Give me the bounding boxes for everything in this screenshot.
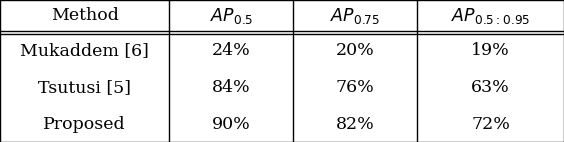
Text: $AP_{0.75}$: $AP_{0.75}$ [330, 6, 381, 26]
Text: 19%: 19% [472, 42, 510, 59]
Text: 20%: 20% [336, 42, 374, 59]
Text: 72%: 72% [472, 116, 510, 133]
Text: $AP_{0.5}$: $AP_{0.5}$ [210, 6, 253, 26]
Text: Mukaddem [6]: Mukaddem [6] [20, 42, 149, 59]
Text: Tsutusi [5]: Tsutusi [5] [38, 79, 131, 96]
Text: 90%: 90% [212, 116, 250, 133]
Text: Method: Method [51, 7, 118, 24]
Text: 63%: 63% [472, 79, 510, 96]
Text: $AP_{0.5:0.95}$: $AP_{0.5:0.95}$ [451, 6, 530, 26]
Text: 24%: 24% [212, 42, 250, 59]
Text: Proposed: Proposed [43, 116, 126, 133]
Text: 84%: 84% [212, 79, 250, 96]
Text: 82%: 82% [336, 116, 374, 133]
Text: 76%: 76% [336, 79, 374, 96]
